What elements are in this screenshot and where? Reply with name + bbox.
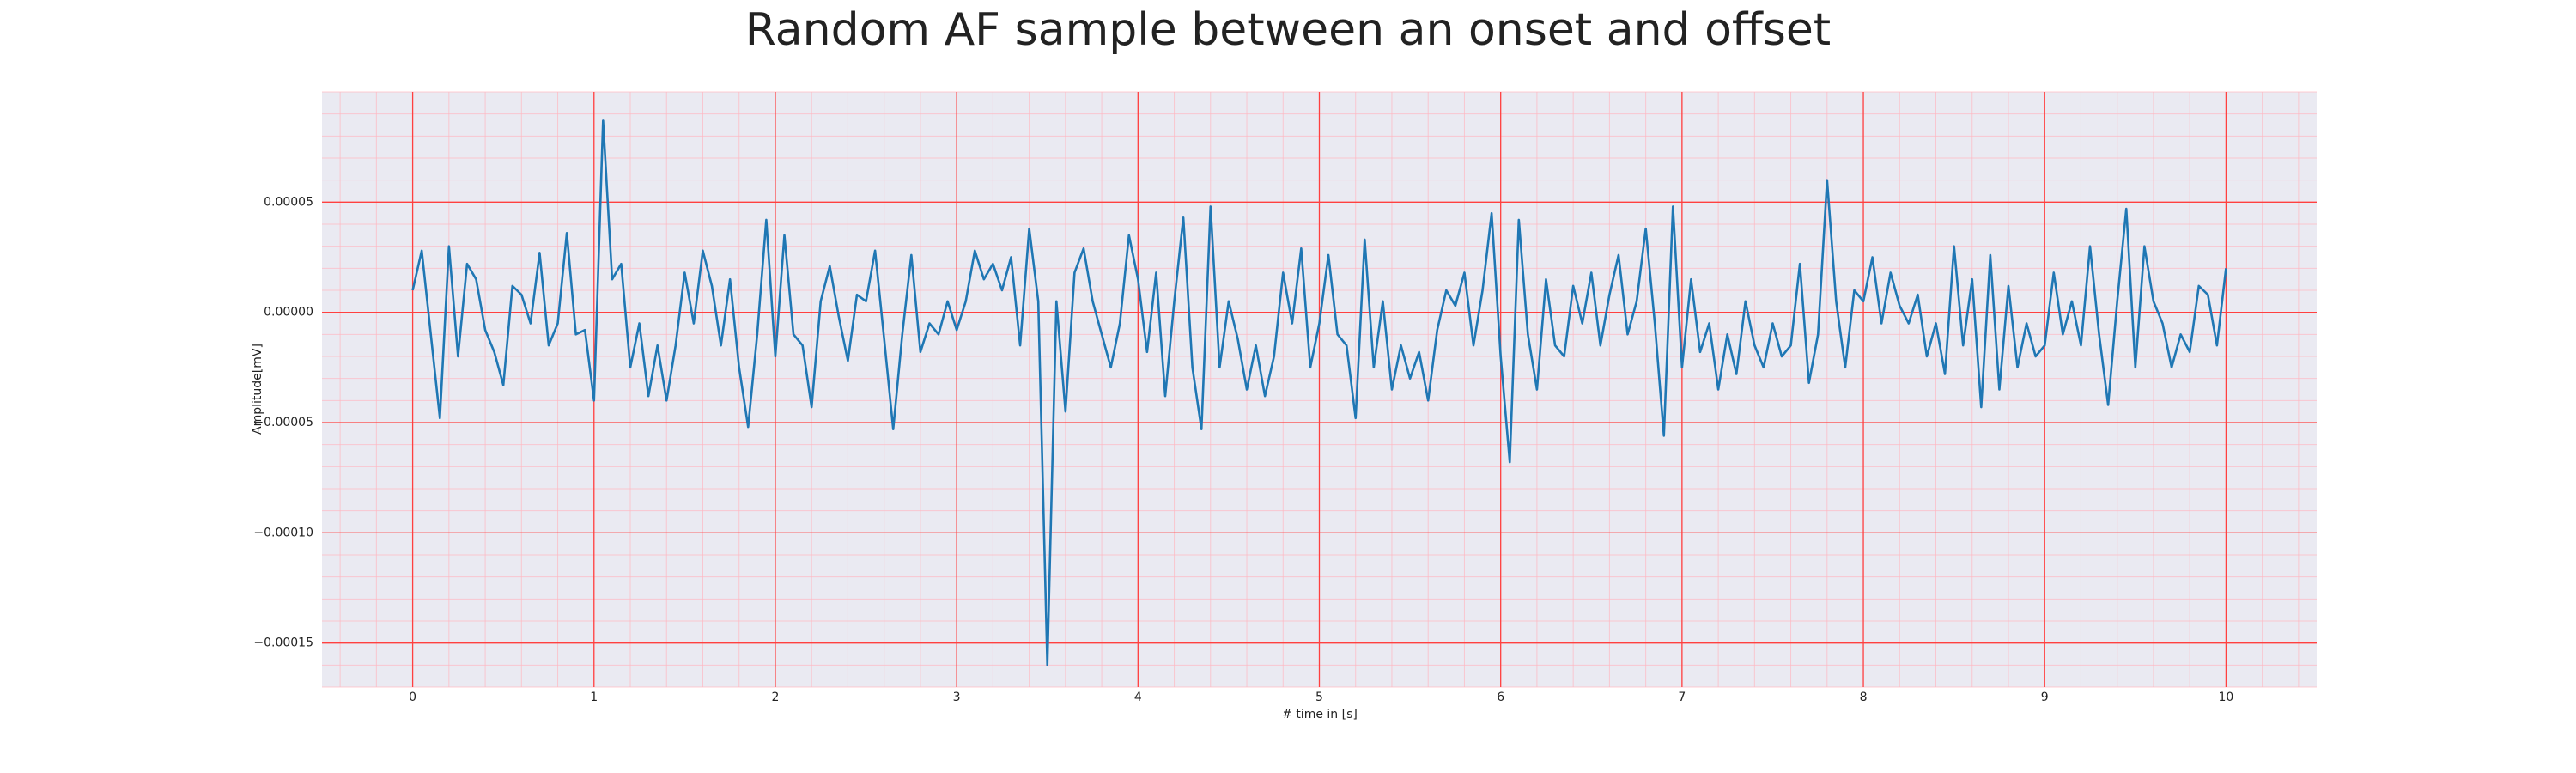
chart-title: Random AF sample between an onset and of… xyxy=(745,4,1831,56)
x-tick-label: 6 xyxy=(1497,691,1504,704)
x-tick-label: 1 xyxy=(590,691,598,704)
marks xyxy=(411,119,2227,666)
y-tick-label: 0.00005 xyxy=(264,195,313,209)
x-tick-label: 10 xyxy=(2218,691,2233,704)
x-tick-label: 8 xyxy=(1860,691,1868,704)
x-tick-label: 5 xyxy=(1315,691,1323,704)
x-tick-label: 3 xyxy=(953,691,961,704)
x-tick-label: 4 xyxy=(1134,691,1142,704)
grid xyxy=(322,91,2317,688)
x-tick-label: 0 xyxy=(409,691,416,704)
x-axis-label: # time in [s] xyxy=(1282,708,1358,721)
y-tick-label: 0.00000 xyxy=(264,306,313,320)
y-tick-label: −0.00005 xyxy=(253,416,313,429)
signal-line xyxy=(411,119,2227,666)
x-tick-label: 7 xyxy=(1678,691,1686,704)
y-tick-label: −0.00015 xyxy=(253,636,313,650)
y-tick-label: −0.00010 xyxy=(253,526,313,539)
x-tick-label: 2 xyxy=(771,691,779,704)
y-axis-label: Amplitude[mV] xyxy=(251,344,264,435)
x-tick-label: 9 xyxy=(2041,691,2049,704)
